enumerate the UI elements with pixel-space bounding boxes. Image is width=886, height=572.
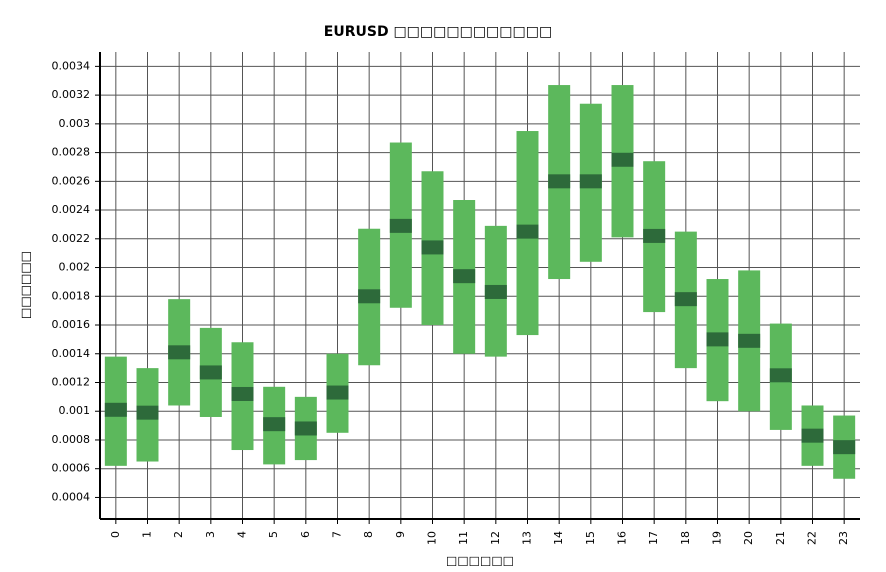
- mean-band: [769, 368, 792, 383]
- mean-band: [674, 292, 697, 307]
- x-tick-label: 1: [141, 531, 154, 538]
- mean-band: [579, 174, 602, 189]
- mean-band: [643, 228, 666, 243]
- mean-band: [706, 332, 729, 347]
- y-tick-label: 0.001: [59, 404, 91, 417]
- mean-band: [104, 402, 127, 417]
- x-tick-label: 13: [521, 531, 534, 545]
- y-tick-label: 0.0004: [52, 490, 91, 503]
- x-tick-label: 8: [362, 531, 375, 538]
- mean-band: [231, 386, 254, 401]
- x-tick-label: 0: [109, 531, 122, 538]
- y-tick-label: 0.0032: [52, 88, 91, 101]
- mean-band: [453, 269, 476, 284]
- y-axis-label: □□□□□□: [19, 251, 33, 319]
- mean-band: [548, 174, 571, 189]
- x-tick-label: 15: [584, 531, 597, 545]
- x-tick-label: 11: [457, 531, 470, 545]
- y-tick-label: 0.0012: [52, 375, 91, 388]
- x-axis-label: □□□□□□: [446, 554, 514, 568]
- mean-band: [263, 417, 286, 432]
- x-tick-label: 23: [837, 531, 850, 545]
- mean-band: [199, 365, 222, 380]
- y-tick-label: 0.0018: [52, 289, 91, 302]
- y-tick-label: 0.003: [59, 117, 91, 130]
- mean-band: [611, 152, 634, 167]
- x-tick-label: 19: [711, 531, 724, 545]
- y-tick-label: 0.0034: [52, 59, 91, 72]
- x-tick-label: 22: [806, 531, 819, 545]
- mean-band: [358, 289, 381, 304]
- mean-band: [294, 421, 317, 436]
- y-tick-label: 0.0016: [52, 318, 91, 331]
- y-tick-label: 0.0026: [52, 174, 91, 187]
- mean-band: [421, 240, 444, 255]
- x-tick-label: 14: [552, 531, 565, 545]
- x-tick-label: 2: [172, 531, 185, 538]
- x-tick-label: 4: [236, 531, 249, 538]
- mean-band: [516, 224, 539, 239]
- y-tick-label: 0.0006: [52, 462, 91, 475]
- mean-band: [484, 284, 507, 299]
- x-tick-label: 3: [204, 531, 217, 538]
- y-tick-label: 0.0024: [52, 203, 91, 216]
- y-tick-label: 0.0028: [52, 146, 91, 159]
- x-tick-label: 17: [647, 531, 660, 545]
- x-tick-label: 5: [267, 531, 280, 538]
- mean-band: [326, 385, 349, 400]
- mean-band: [801, 428, 824, 443]
- x-tick-label: 16: [616, 531, 629, 545]
- chart-title: EURUSD □□□□□□□□□□□□: [324, 24, 552, 40]
- x-tick-label: 18: [679, 531, 692, 545]
- mean-band: [168, 345, 191, 360]
- mean-band: [136, 405, 159, 420]
- x-tick-label: 20: [742, 531, 755, 545]
- mean-band: [833, 440, 856, 455]
- x-tick-label: 10: [426, 531, 439, 545]
- y-tick-label: 0.0014: [52, 347, 91, 360]
- y-tick-label: 0.002: [59, 261, 91, 274]
- x-tick-label: 9: [394, 531, 407, 538]
- y-tick-label: 0.0008: [52, 433, 91, 446]
- x-tick-label: 6: [299, 531, 312, 538]
- mean-band: [738, 333, 761, 348]
- x-tick-label: 21: [774, 531, 787, 545]
- y-tick-label: 0.0022: [52, 232, 91, 245]
- mean-band: [389, 218, 412, 233]
- x-tick-label: 7: [331, 531, 344, 538]
- x-tick-label: 12: [489, 531, 502, 545]
